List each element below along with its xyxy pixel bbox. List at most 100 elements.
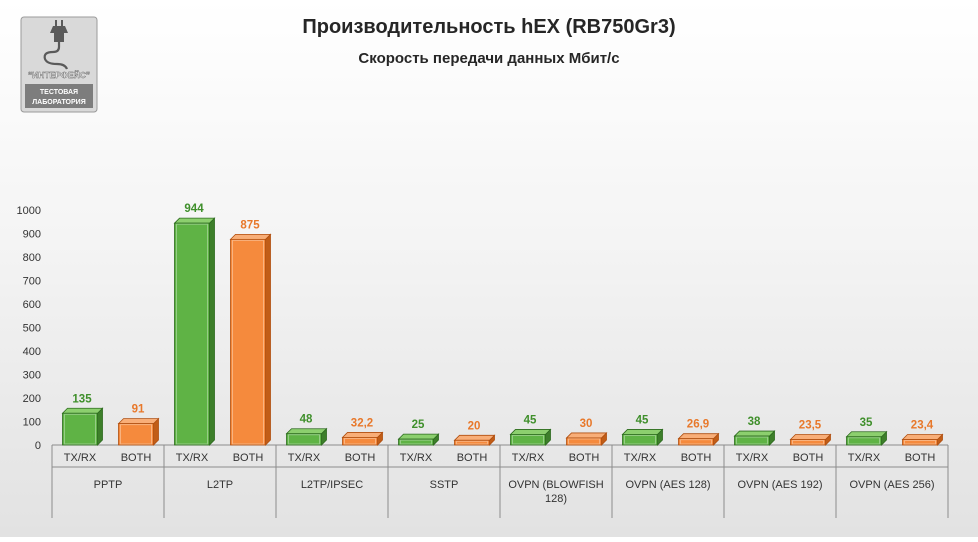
x-group-label: OVPN (AES 128) xyxy=(626,479,711,491)
bar-top xyxy=(677,433,720,440)
x-group-label: SSTP xyxy=(430,479,459,491)
bar xyxy=(397,433,440,446)
bar xyxy=(789,433,832,446)
x-category-label: TX/RX xyxy=(400,452,433,464)
bar-top xyxy=(509,429,552,435)
y-tick-label: 900 xyxy=(23,229,41,241)
logo-line2: ЛАБОРАТОРИЯ xyxy=(32,99,85,106)
x-category-label: TX/RX xyxy=(288,452,321,464)
data-label: 30 xyxy=(580,418,593,430)
bar-highlight xyxy=(680,439,712,445)
bar-highlight xyxy=(232,239,264,445)
bar-front xyxy=(622,434,658,446)
data-label: 20 xyxy=(468,420,481,432)
bar-top xyxy=(789,434,832,440)
data-label: 135 xyxy=(72,393,92,405)
logo: “ИНТЕРФЕЙС” ТЕСТОВАЯ ЛАБОРАТОРИЯ xyxy=(20,16,98,113)
bar-highlight xyxy=(624,434,656,445)
bar-front xyxy=(230,238,266,446)
data-label: 944 xyxy=(184,203,204,215)
x-category-label: BOTH xyxy=(569,452,600,464)
bar-front xyxy=(118,423,154,446)
x-category-label: BOTH xyxy=(345,452,376,464)
x-category-label: TX/RX xyxy=(736,452,769,464)
axes: 0 100 200 300 400 500 600 700 800 900 1000 TX/RX BOT… xyxy=(17,205,949,518)
x-group-label: PPTP xyxy=(94,479,123,491)
bar-highlight xyxy=(400,439,432,445)
bar-top xyxy=(341,432,384,438)
y-tick-label: 300 xyxy=(23,370,41,382)
bar-top xyxy=(621,429,664,435)
y-tick-label: 0 xyxy=(35,440,41,452)
bar-highlight xyxy=(64,413,96,445)
data-label: 875 xyxy=(240,219,260,231)
bar xyxy=(229,233,272,446)
bar-highlight xyxy=(456,440,488,445)
bar-highlight xyxy=(512,434,544,445)
bar-top xyxy=(565,432,608,439)
bar-highlight xyxy=(904,440,936,445)
bar-top xyxy=(173,217,216,224)
bar xyxy=(453,434,496,446)
bar xyxy=(621,428,664,446)
y-tick-label: 700 xyxy=(23,276,41,288)
chart-title: Производительность hEX (RB750Gr3) xyxy=(302,16,675,38)
bar-highlight xyxy=(568,438,600,445)
bar-top xyxy=(845,431,888,438)
bar-highlight xyxy=(736,436,768,445)
data-label: 91 xyxy=(132,404,145,416)
y-tick-label: 800 xyxy=(23,252,41,264)
bar xyxy=(341,431,384,446)
bar-front xyxy=(734,435,770,446)
bar-top xyxy=(229,233,272,240)
bar-top xyxy=(453,434,496,441)
bar-front xyxy=(454,439,490,446)
data-label: 32,2 xyxy=(351,417,373,429)
bar xyxy=(845,430,888,446)
y-tick-label: 1000 xyxy=(17,205,41,217)
bar xyxy=(117,417,160,446)
x-group-label: OVPN (AES 192) xyxy=(738,479,823,491)
plug-icon xyxy=(43,20,69,70)
bar-front xyxy=(510,434,546,446)
data-label: 45 xyxy=(636,414,649,426)
x-category-label: TX/RX xyxy=(848,452,881,464)
x-category-label: TX/RX xyxy=(64,452,97,464)
bar xyxy=(677,432,720,446)
bar-front xyxy=(342,437,378,446)
x-category-label: TX/RX xyxy=(176,452,209,464)
logo-line1: ТЕСТОВАЯ xyxy=(40,89,78,96)
bar xyxy=(565,431,608,446)
data-label: 25 xyxy=(412,419,425,431)
bar-front xyxy=(286,433,322,446)
bar-side xyxy=(265,233,271,446)
x-category-label: BOTH xyxy=(457,452,488,464)
bar-side xyxy=(97,407,103,446)
x-category-label: BOTH xyxy=(793,452,824,464)
x-category-label: BOTH xyxy=(905,452,936,464)
bar-front xyxy=(902,439,938,446)
bar-top xyxy=(117,418,160,425)
x-category-label: TX/RX xyxy=(512,452,545,464)
bar-highlight xyxy=(288,434,320,445)
bar xyxy=(61,407,104,446)
bar-front xyxy=(846,436,882,446)
x-group-label: OVPN (BLOWFISH xyxy=(508,479,603,491)
y-tick-label: 600 xyxy=(23,299,41,311)
data-label: 35 xyxy=(860,417,873,429)
x-group-label: 128) xyxy=(545,493,567,505)
bar-highlight xyxy=(176,223,208,445)
bar-top xyxy=(61,407,104,414)
y-tick-label: 100 xyxy=(23,417,41,429)
x-category-label: BOTH xyxy=(681,452,712,464)
bar-front xyxy=(174,222,210,446)
bar-highlight xyxy=(792,439,824,445)
data-label: 45 xyxy=(524,414,537,426)
x-category-label: TX/RX xyxy=(624,452,657,464)
data-labels: 135 91 944 875 48 32,2 25 20 45 30 45 26,9 38 23,5 35 2… xyxy=(72,203,933,432)
bar-highlight xyxy=(344,437,376,445)
data-label: 26,9 xyxy=(687,419,709,431)
x-group-label: L2TP xyxy=(207,479,233,491)
